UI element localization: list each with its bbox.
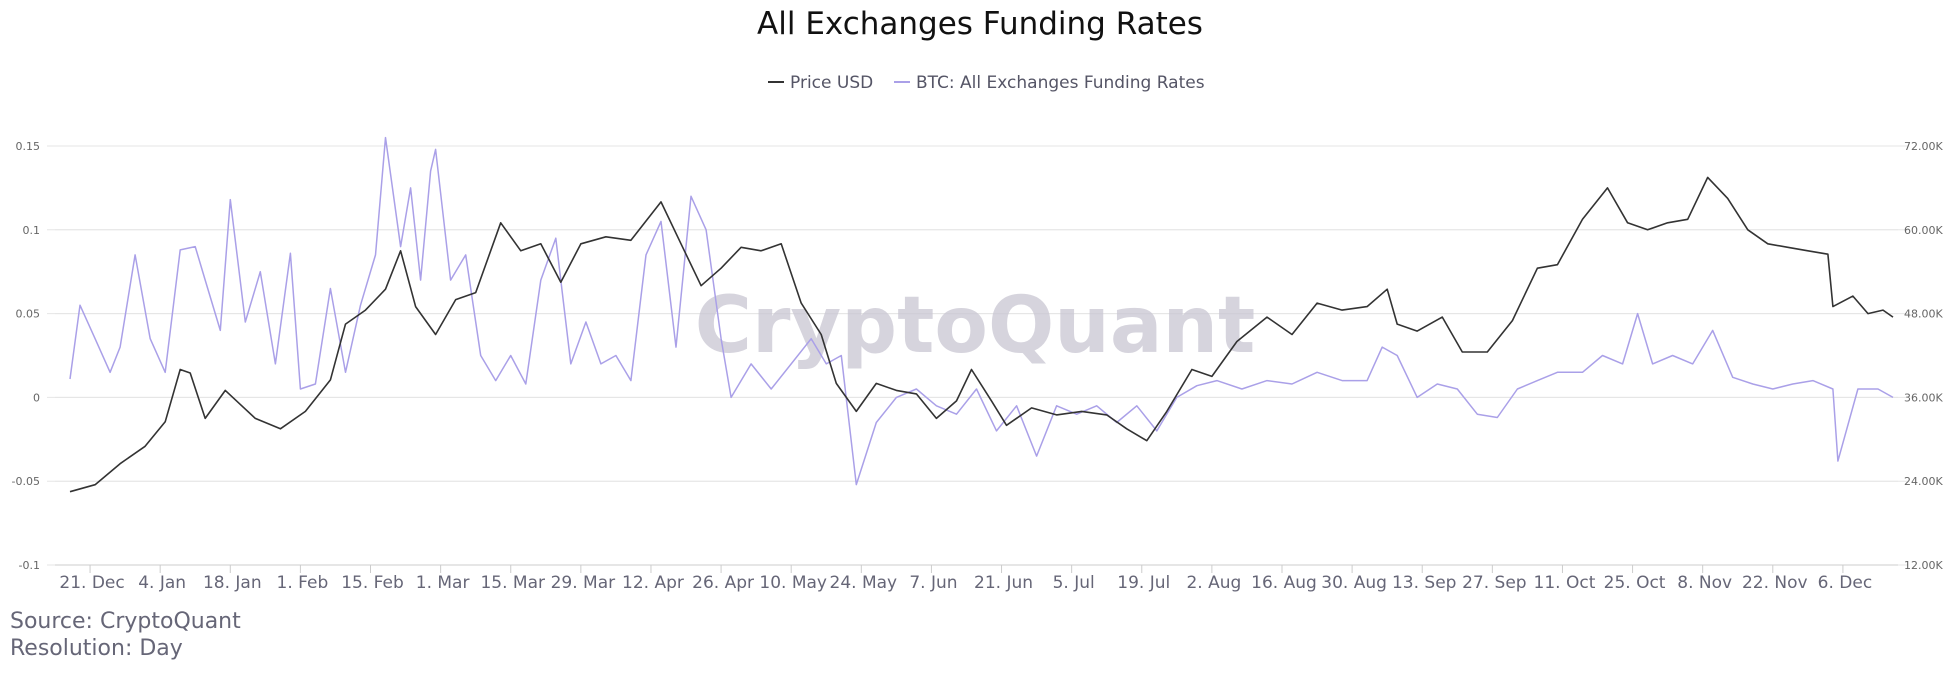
x-tick-label: 18. Jan [203, 573, 262, 593]
x-tick-label: 26. Apr [692, 573, 754, 593]
chart-plot: Price USD BTC: All Exchanges Funding Rate… [12, 73, 1944, 593]
y-axis-right: 12.00K 24.00K 36.00K 48.00K 60.00K 72.00K [1904, 140, 1943, 572]
legend-label: Price USD [790, 73, 873, 93]
series-line-funding [69, 136, 1894, 486]
legend-label: BTC: All Exchanges Funding Rates [916, 73, 1205, 93]
x-tick-label: 27. Sep [1462, 573, 1526, 593]
y-left-tick-label: 0.15 [16, 140, 41, 153]
series-lines [69, 136, 1894, 493]
x-tick-label: 5. Jul [1053, 573, 1095, 593]
x-tick-label: 1. Mar [416, 573, 470, 593]
x-tick-label: 15. Feb [341, 573, 404, 593]
x-tick-label: 29. Mar [551, 573, 616, 593]
source-label: Source: CryptoQuant [10, 609, 241, 634]
y-left-tick-label: 0.05 [16, 308, 41, 321]
chart-title: All Exchanges Funding Rates [757, 6, 1203, 42]
y-right-tick-label: 36.00K [1904, 391, 1943, 404]
x-tick-label: 10. May [759, 573, 827, 593]
x-tick-label: 8. Nov [1677, 573, 1732, 593]
y-left-tick-label: -0.05 [12, 475, 40, 488]
x-tick-label: 24. May [830, 573, 898, 593]
y-right-tick-label: 60.00K [1904, 224, 1943, 237]
resolution-label: Resolution: Day [10, 636, 183, 661]
x-tick-label: 6. Dec [1818, 573, 1873, 593]
y-left-tick-label: -0.1 [19, 559, 40, 572]
y-right-tick-label: 12.00K [1904, 559, 1943, 572]
x-tick-label: 15. Mar [480, 573, 545, 593]
x-tick-label: 30. Aug [1321, 573, 1387, 593]
series-line-price [69, 176, 1894, 493]
y-right-tick-label: 24.00K [1904, 475, 1943, 488]
legend[interactable]: Price USD BTC: All Exchanges Funding Rate… [768, 73, 1205, 93]
x-tick-label: 11. Oct [1534, 573, 1596, 593]
x-tick-label: 21. Jun [974, 573, 1033, 593]
x-tick-label: 13. Sep [1392, 573, 1456, 593]
x-tick-label: 16. Aug [1251, 573, 1317, 593]
x-tick-label: 25. Oct [1604, 573, 1666, 593]
x-axis: 21. Dec 4. Jan 18. Jan 1. Feb 15. Feb 1. Mar 1… [55, 564, 1898, 593]
y-right-tick-label: 48.00K [1904, 308, 1943, 321]
y-left-tick-label: 0 [33, 391, 40, 404]
y-left-tick-label: 0.1 [23, 224, 41, 237]
x-tick-label: 19. Jul [1117, 573, 1170, 593]
x-tick-label: 1. Feb [277, 573, 329, 593]
watermark: CryptoQuant [695, 281, 1256, 371]
x-tick-label: 21. Dec [59, 573, 124, 593]
y-right-tick-label: 72.00K [1904, 140, 1943, 153]
y-axis-left: -0.1 -0.05 0 0.05 0.1 0.15 [12, 140, 40, 572]
x-tick-label: 2. Aug [1186, 573, 1241, 593]
x-tick-label: 4. Jan [138, 573, 186, 593]
x-tick-label: 12. Apr [622, 573, 684, 593]
x-tick-label: 7. Jun [909, 573, 957, 593]
x-tick-label: 22. Nov [1742, 573, 1808, 593]
